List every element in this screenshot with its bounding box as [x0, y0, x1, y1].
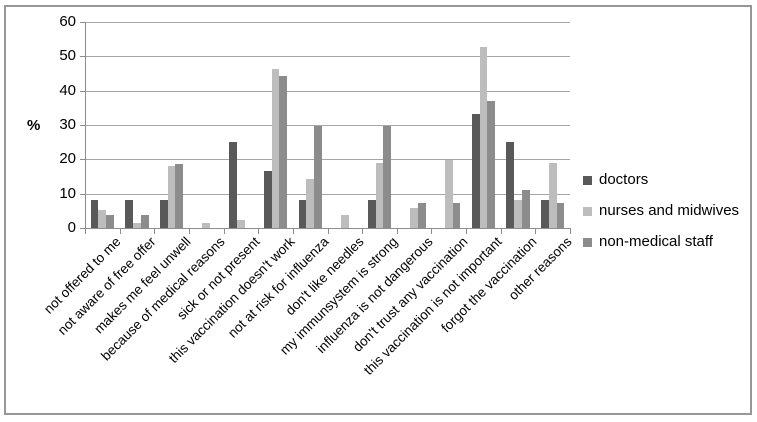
- y-axis-tick: [80, 22, 86, 23]
- x-axis-tick: [500, 229, 502, 234]
- bar-nurses-and-midwives-cat8: [340, 215, 349, 228]
- bar-doctors-cat13: [506, 142, 515, 228]
- bar-nurses-and-midwives-cat1: [98, 210, 107, 228]
- bar-nurses-and-midwives-cat9: [375, 162, 384, 228]
- x-axis-tick: [327, 229, 329, 234]
- y-axis-tick: [80, 228, 86, 229]
- x-axis-tick: [570, 229, 571, 234]
- bar-non-medical-staff-cat13: [521, 189, 530, 228]
- legend-swatch-icon: [583, 175, 592, 185]
- bar-non-medical-staff-cat7: [314, 126, 322, 228]
- bar-nurses-and-midwives-cat12: [479, 47, 488, 228]
- bar-nurses-and-midwives-cat4: [202, 222, 211, 228]
- x-axis-tick: [535, 229, 537, 234]
- y-axis-tick-label: 50: [59, 47, 76, 65]
- bar-nurses-and-midwives-cat11: [444, 159, 453, 228]
- legend-swatch-icon: [583, 206, 592, 216]
- bar-doctors-cat14: [541, 199, 549, 228]
- gridline-60: [85, 22, 570, 23]
- gridline-50: [85, 56, 570, 58]
- y-axis-tick: [80, 159, 86, 161]
- bar-non-medical-staff-cat14: [556, 202, 565, 228]
- bar-nurses-and-midwives-cat7: [306, 178, 315, 228]
- bar-doctors-cat12: [471, 113, 480, 228]
- bar-doctors-cat1: [90, 199, 99, 228]
- bar-nurses-and-midwives-cat6: [271, 69, 280, 228]
- legend-item-non-medical-staff: non-medical staff: [583, 233, 739, 251]
- legend-swatch-icon: [583, 237, 592, 247]
- bar-non-medical-staff-cat1: [106, 215, 114, 228]
- legend: doctors nurses and midwives non-medical st…: [583, 171, 739, 264]
- bar-nurses-and-midwives-cat13: [514, 199, 522, 228]
- y-axis-tick-label: 30: [59, 116, 76, 133]
- bar-non-medical-staff-cat10: [417, 202, 426, 228]
- x-axis-tick: [188, 229, 190, 234]
- x-axis-tick: [362, 229, 364, 234]
- bar-non-medical-staff-cat6: [279, 75, 288, 228]
- bar-doctors-cat5: [229, 142, 238, 228]
- gridline-10: [85, 193, 570, 195]
- gridline-40: [85, 90, 570, 92]
- bar-nurses-and-midwives-cat5: [237, 220, 245, 228]
- legend-item-doctors: doctors: [583, 171, 739, 189]
- x-axis-tick: [154, 229, 156, 234]
- x-axis-tick: [396, 229, 398, 234]
- x-axis-line: [85, 228, 571, 229]
- legend-label: doctors: [599, 171, 649, 188]
- y-axis-tick-label: 20: [59, 150, 76, 168]
- y-axis-line: [85, 22, 86, 229]
- y-axis-tick-label: 60: [59, 13, 76, 30]
- bar-nurses-and-midwives-cat3: [167, 166, 176, 228]
- y-axis-tick: [80, 125, 86, 126]
- bar-doctors-cat9: [367, 199, 376, 228]
- bar-nurses-and-midwives-cat14: [548, 163, 557, 228]
- bar-nurses-and-midwives-cat2: [133, 222, 141, 228]
- bar-non-medical-staff-cat9: [383, 126, 391, 228]
- y-axis-tick: [80, 56, 86, 58]
- x-axis-tick: [85, 229, 86, 234]
- bar-doctors-cat7: [298, 199, 307, 228]
- y-axis-tick-label: 0: [67, 219, 76, 236]
- legend-label: nurses and midwives: [599, 202, 740, 219]
- gridline-20: [85, 159, 570, 161]
- y-axis-tick-label: 10: [59, 184, 76, 202]
- bar-non-medical-staff-cat11: [452, 202, 461, 228]
- bar-non-medical-staff-cat3: [175, 164, 184, 228]
- x-axis-tick: [292, 229, 294, 234]
- y-axis-title: %: [27, 117, 41, 134]
- x-axis-tick: [119, 229, 121, 234]
- bar-non-medical-staff-cat12: [487, 100, 495, 228]
- gridline-30: [85, 125, 570, 126]
- x-axis-tick: [258, 229, 260, 234]
- y-axis-tick-label: 40: [59, 81, 76, 99]
- x-axis-tick: [466, 229, 468, 234]
- y-axis-tick: [80, 193, 86, 195]
- bar-doctors-cat6: [263, 170, 272, 228]
- x-axis-tick: [223, 229, 225, 234]
- y-axis-tick: [80, 90, 86, 92]
- legend-item-nurses-and-midwives: nurses and midwives: [583, 202, 739, 220]
- x-axis-tick: [431, 229, 433, 234]
- bar-nurses-and-midwives-cat10: [410, 207, 418, 228]
- bar-doctors-cat3: [160, 199, 168, 228]
- bar-non-medical-staff-cat2: [140, 215, 149, 228]
- bar-doctors-cat2: [125, 199, 134, 228]
- legend-label: non-medical staff: [599, 233, 713, 250]
